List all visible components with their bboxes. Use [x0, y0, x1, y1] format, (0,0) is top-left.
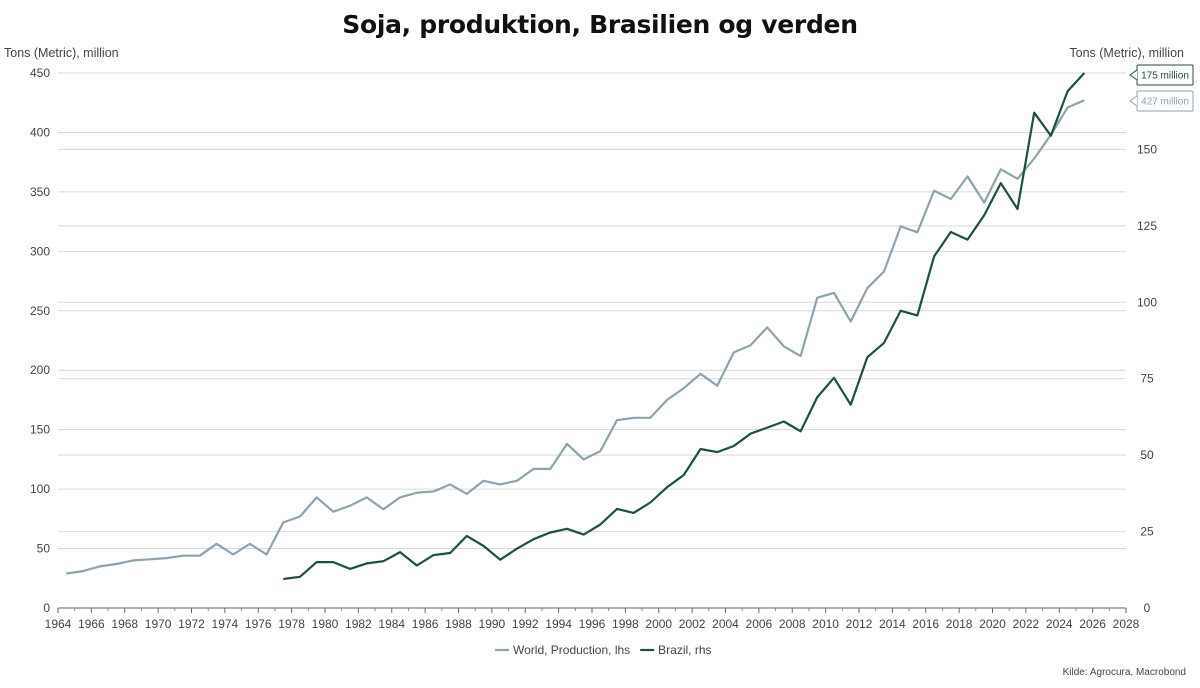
- x-tick-1982: 1982: [345, 617, 372, 631]
- end-label-brazil: 175 million: [1129, 64, 1194, 86]
- y-tick-left-400: 400: [30, 125, 50, 139]
- x-tick-2008: 2008: [779, 617, 806, 631]
- x-tick-2020: 2020: [979, 617, 1006, 631]
- y-tick-left-300: 300: [30, 244, 50, 258]
- x-tick-1976: 1976: [245, 617, 272, 631]
- end-label-world-pointer: [1129, 95, 1138, 107]
- end-label-brazil-text: 175 million: [1141, 71, 1189, 82]
- left-axis-unit-label: Tons (Metric), million: [4, 46, 119, 60]
- x-tick-1992: 1992: [512, 617, 539, 631]
- right-axis-unit-label: Tons (Metric), million: [1069, 46, 1184, 60]
- y-tick-left-100: 100: [30, 482, 50, 496]
- x-tick-1996: 1996: [579, 617, 606, 631]
- y-tick-right-150: 150: [1137, 142, 1157, 156]
- x-tick-2000: 2000: [645, 617, 672, 631]
- y-tick-right-25: 25: [1140, 525, 1154, 539]
- legend: World, Production, lhs Brazil, rhs: [495, 643, 712, 657]
- x-tick-1980: 1980: [312, 617, 339, 631]
- legend-label-world: World, Production, lhs: [513, 643, 630, 657]
- legend-label-brazil: Brazil, rhs: [658, 643, 711, 657]
- x-tick-1986: 1986: [412, 617, 439, 631]
- end-labels: 175 million 427 million: [1129, 64, 1194, 112]
- gridlines: [58, 72, 1126, 550]
- x-tick-1966: 1966: [78, 617, 105, 631]
- x-tick-1972: 1972: [178, 617, 205, 631]
- x-tick-2014: 2014: [879, 617, 906, 631]
- series-line-world: [66, 99, 1085, 575]
- x-tick-1990: 1990: [479, 617, 506, 631]
- y-tick-left-150: 150: [30, 423, 50, 437]
- x-tick-2010: 2010: [812, 617, 839, 631]
- y-tick-left-0: 0: [43, 601, 50, 615]
- y-tick-left-350: 350: [30, 185, 50, 199]
- y-tick-left-50: 50: [37, 542, 51, 556]
- chart-title: Soja, produktion, Brasilien og verden: [342, 10, 858, 39]
- x-tick-1974: 1974: [212, 617, 239, 631]
- end-label-brazil-pointer: [1129, 69, 1138, 81]
- x-tick-2016: 2016: [912, 617, 939, 631]
- x-tick-1978: 1978: [278, 617, 305, 631]
- x-tick-2024: 2024: [1046, 617, 1073, 631]
- y-tick-right-0: 0: [1144, 601, 1151, 615]
- y-tick-right-125: 125: [1137, 219, 1157, 233]
- axes: 0 50 100 150 200 250 300 350 400 450 0 25 50 75 100 125…: [30, 66, 1157, 631]
- x-tick-1968: 1968: [111, 617, 138, 631]
- x-tick-1970: 1970: [145, 617, 172, 631]
- x-tick-1988: 1988: [445, 617, 472, 631]
- x-tick-2012: 2012: [846, 617, 873, 631]
- x-tick-2028: 2028: [1113, 617, 1140, 631]
- y-tick-left-450: 450: [30, 66, 50, 80]
- x-tick-2026: 2026: [1079, 617, 1106, 631]
- x-tick-1984: 1984: [378, 617, 405, 631]
- x-tick-1994: 1994: [545, 617, 572, 631]
- x-tick-2002: 2002: [679, 617, 706, 631]
- x-tick-2004: 2004: [712, 617, 739, 631]
- y-tick-right-50: 50: [1140, 448, 1154, 462]
- source-note: Kilde: Agrocura, Macrobond: [1062, 667, 1186, 678]
- x-tick-2006: 2006: [746, 617, 773, 631]
- end-label-world-text: 427 million: [1141, 97, 1189, 108]
- end-label-world: 427 million: [1129, 90, 1194, 112]
- y-tick-right-100: 100: [1137, 295, 1157, 309]
- x-tick-2022: 2022: [1013, 617, 1040, 631]
- y-tick-left-250: 250: [30, 304, 50, 318]
- x-tick-1998: 1998: [612, 617, 639, 631]
- series-lines: [66, 72, 1086, 581]
- x-tick-1964: 1964: [45, 617, 72, 631]
- series-line-brazil: [283, 72, 1086, 581]
- x-tick-2018: 2018: [946, 617, 973, 631]
- y-tick-left-200: 200: [30, 363, 50, 377]
- y-tick-right-75: 75: [1140, 372, 1154, 386]
